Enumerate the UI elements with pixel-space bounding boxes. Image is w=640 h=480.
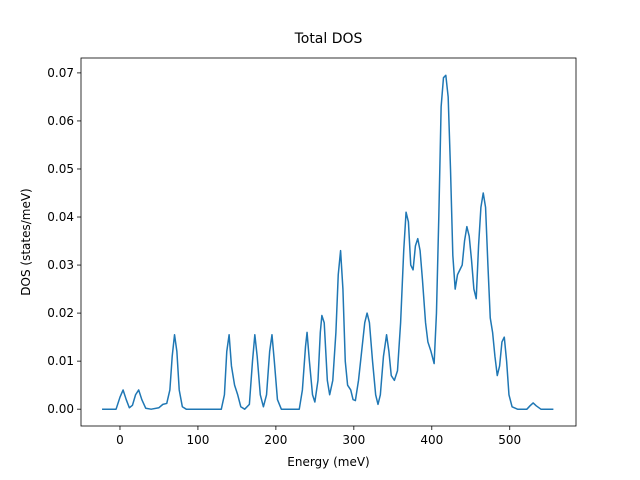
chart-title: Total DOS — [294, 31, 363, 47]
y-tick-label: 0.03 — [47, 258, 74, 272]
x-tick-label: 400 — [420, 433, 443, 447]
y-tick-label: 0.04 — [47, 210, 74, 224]
y-tick-label: 0.01 — [47, 354, 74, 368]
y-tick-label: 0.02 — [47, 306, 74, 320]
y-tick-label: 0.05 — [47, 162, 74, 176]
y-tick-label: 0.07 — [47, 66, 74, 80]
x-tick-label: 300 — [342, 433, 365, 447]
x-tick-label: 100 — [186, 433, 209, 447]
x-tick-label: 500 — [498, 433, 521, 447]
axes-frame — [80, 57, 577, 427]
plot-area: 0 100 200 300 400 500 0.00 0.01 0.02 0.03 0.04 0.05… — [47, 57, 577, 447]
x-tick-label: 0 — [116, 433, 124, 447]
x-axis-label: Energy (meV) — [287, 455, 369, 469]
data-line — [102, 74, 554, 410]
y-axis-label: DOS (states/meV) — [19, 188, 33, 295]
y-tick-label: 0.06 — [47, 114, 74, 128]
x-tick-label: 200 — [264, 433, 287, 447]
y-tick-label: 0.00 — [47, 402, 74, 416]
